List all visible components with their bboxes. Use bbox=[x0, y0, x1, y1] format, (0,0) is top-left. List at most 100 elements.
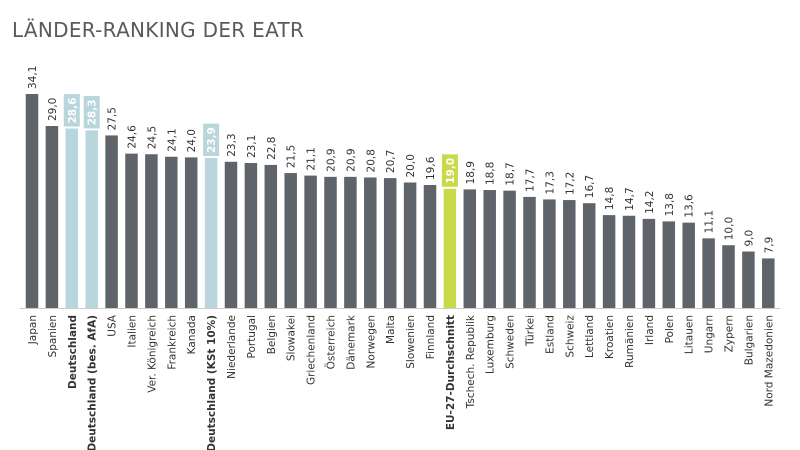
category-label: Deutschland (KSt 10%) bbox=[206, 315, 218, 450]
category-label: Kanada bbox=[186, 315, 198, 354]
bar-4 bbox=[85, 130, 98, 308]
bar-14 bbox=[284, 173, 297, 308]
category-label: Ver. Königreich bbox=[146, 315, 158, 393]
value-label-box bbox=[63, 94, 80, 127]
value-label: 9,0 bbox=[743, 230, 755, 247]
bar-36 bbox=[722, 245, 735, 308]
value-label: 11,1 bbox=[704, 210, 716, 233]
value-label: 13,6 bbox=[684, 194, 696, 218]
chart-title: LÄNDER-RANKING DER EATR bbox=[12, 18, 305, 42]
bar-8 bbox=[165, 156, 178, 308]
bar-9 bbox=[184, 157, 198, 308]
category-label: Tschech. Republik bbox=[465, 314, 477, 409]
category-label: Lettland bbox=[584, 315, 596, 358]
bar-16 bbox=[324, 176, 337, 308]
value-label: 21,1 bbox=[306, 147, 318, 170]
category-label: Luxemburg bbox=[485, 315, 497, 374]
value-label: 18,7 bbox=[505, 162, 517, 185]
bar-2 bbox=[45, 126, 59, 309]
bar-28 bbox=[563, 200, 576, 308]
category-label: Zypern bbox=[724, 315, 736, 352]
bar-18 bbox=[364, 177, 377, 308]
bar-32 bbox=[642, 218, 656, 308]
category-label: Portugal bbox=[246, 315, 258, 359]
value-label: 20,9 bbox=[326, 148, 338, 171]
bar-25 bbox=[503, 190, 516, 308]
bar-33 bbox=[662, 221, 676, 308]
bar-12 bbox=[244, 163, 258, 308]
bar-17 bbox=[344, 176, 357, 308]
value-label: 17,2 bbox=[564, 172, 576, 195]
category-label: Österreich bbox=[325, 315, 338, 369]
value-label: 24,6 bbox=[127, 125, 139, 149]
value-label: 10,0 bbox=[724, 217, 736, 240]
category-label: Estland bbox=[544, 315, 556, 354]
value-label: 17,3 bbox=[544, 171, 556, 194]
value-label: 34,1 bbox=[27, 66, 39, 89]
bar-1 bbox=[25, 94, 39, 308]
value-label: 18,8 bbox=[485, 162, 497, 185]
category-label: Türkei bbox=[525, 315, 537, 347]
bar-21 bbox=[423, 184, 437, 308]
value-label: 20,8 bbox=[365, 149, 377, 172]
category-label: Rumänien bbox=[624, 315, 636, 368]
value-label: 19,6 bbox=[425, 156, 437, 180]
category-label: Malta bbox=[385, 315, 397, 344]
category-label: Dänemark bbox=[345, 314, 357, 370]
category-label: USA bbox=[107, 314, 119, 337]
value-label-box bbox=[83, 95, 100, 129]
value-label: 20,7 bbox=[385, 150, 397, 173]
category-label: Irland bbox=[644, 315, 656, 345]
value-label: 29,0 bbox=[47, 98, 59, 121]
value-label: 24,5 bbox=[146, 126, 158, 149]
value-label: 23,3 bbox=[226, 133, 238, 156]
bar-15 bbox=[304, 175, 317, 308]
bar-26 bbox=[523, 196, 536, 308]
bar-19 bbox=[383, 178, 397, 308]
category-label: EU-27-Durchschnitt bbox=[445, 315, 457, 430]
category-label: Italien bbox=[127, 315, 139, 348]
value-label: 22,8 bbox=[266, 137, 278, 160]
bar-3 bbox=[65, 128, 79, 308]
category-label: Japan bbox=[27, 315, 39, 345]
bar-11 bbox=[224, 161, 238, 308]
value-label: 23,9 bbox=[206, 127, 218, 153]
value-label: 16,7 bbox=[584, 175, 596, 198]
bar-7 bbox=[145, 154, 158, 308]
bar-5 bbox=[105, 135, 118, 308]
value-label: 20,9 bbox=[345, 148, 357, 171]
category-label: Ungarn bbox=[704, 315, 716, 353]
bar-6 bbox=[125, 153, 138, 308]
value-label-box bbox=[203, 123, 220, 157]
category-label: Belgien bbox=[266, 315, 278, 354]
category-label: Slowakei bbox=[286, 315, 298, 361]
value-label: 20,0 bbox=[405, 154, 417, 177]
value-label: 24,1 bbox=[166, 128, 178, 151]
bar-37 bbox=[742, 251, 755, 308]
value-label-box bbox=[441, 154, 458, 187]
value-label: 14,2 bbox=[644, 190, 656, 213]
bar-20 bbox=[403, 182, 417, 308]
category-label: Kroatien bbox=[604, 315, 616, 359]
value-label: 14,8 bbox=[604, 187, 616, 210]
value-label: 18,9 bbox=[465, 161, 477, 184]
category-label: Griechenland bbox=[306, 315, 318, 385]
category-label: Bulgarien bbox=[743, 315, 755, 365]
value-label: 28,6 bbox=[67, 98, 79, 124]
value-label: 14,7 bbox=[624, 187, 636, 210]
bar-34 bbox=[682, 222, 695, 308]
category-label: Norwegen bbox=[365, 315, 377, 368]
category-label: Schweden bbox=[505, 315, 517, 369]
value-label: 24,0 bbox=[186, 129, 198, 152]
value-label: 7,9 bbox=[763, 237, 775, 254]
bar-23 bbox=[463, 189, 477, 308]
category-label: Finnland bbox=[425, 315, 437, 359]
value-label: 21,5 bbox=[286, 145, 298, 168]
category-label: Spanien bbox=[47, 315, 59, 357]
value-label: 13,8 bbox=[664, 193, 676, 216]
bar-24 bbox=[483, 190, 496, 308]
bar-38 bbox=[762, 258, 775, 308]
bar-27 bbox=[543, 199, 556, 308]
